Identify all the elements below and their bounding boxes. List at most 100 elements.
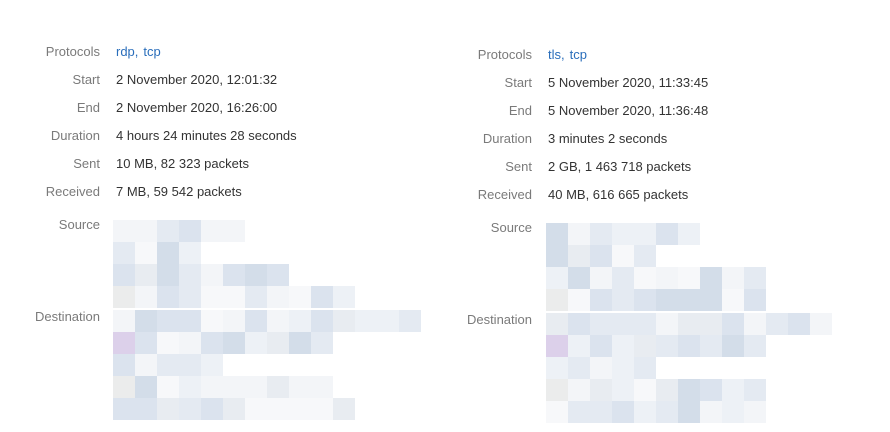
redacted-cell	[568, 245, 590, 267]
redacted-cell	[656, 313, 678, 335]
protocol-link[interactable]: rdp	[116, 44, 135, 59]
redacted-cell	[289, 332, 311, 354]
redacted-cell	[157, 242, 179, 264]
redacted-cell	[590, 245, 612, 267]
redacted-cell	[267, 398, 289, 420]
redacted-cell	[135, 220, 157, 242]
redacted-cell	[157, 264, 179, 286]
redacted-cell	[546, 379, 568, 401]
redacted-cell	[135, 376, 157, 398]
field-value: 2 November 2020, 16:26:00	[116, 100, 278, 115]
redacted-cell	[634, 289, 656, 311]
protocol-link[interactable]: tcp	[143, 44, 161, 59]
field-label: Start	[72, 72, 100, 87]
redacted-cell	[135, 354, 157, 376]
redacted-cell	[201, 398, 223, 420]
redacted-cell	[179, 354, 201, 376]
redacted-cell	[744, 335, 766, 357]
separator: ,	[134, 44, 139, 59]
redacted-cell	[223, 310, 245, 332]
redacted-cell	[722, 401, 744, 423]
redacted-cell	[289, 376, 311, 398]
protocol-link[interactable]: tls	[548, 47, 561, 62]
redacted-cell	[744, 379, 766, 401]
redacted-cell	[612, 401, 634, 423]
redacted-cell	[568, 223, 590, 245]
redacted-cell	[399, 310, 421, 332]
redacted-cell	[311, 332, 333, 354]
redacted-cell	[245, 332, 267, 354]
field-value: 3 minutes 2 seconds	[548, 131, 668, 146]
redacted-cell	[612, 313, 634, 335]
field-label: Sent	[73, 156, 100, 171]
redacted-cell	[634, 401, 656, 423]
redacted-cell	[634, 357, 656, 379]
redacted-cell	[722, 335, 744, 357]
redacted-cell	[157, 354, 179, 376]
redacted-cell	[311, 310, 333, 332]
redacted-cell	[223, 264, 245, 286]
redacted-cell	[788, 313, 810, 335]
redacted-cell	[546, 313, 568, 335]
redacted-cell	[656, 267, 678, 289]
redacted-cell	[744, 313, 766, 335]
redacted-cell	[179, 286, 201, 308]
field-label: End	[76, 100, 100, 115]
redacted-cell	[590, 357, 612, 379]
protocol-link[interactable]: tcp	[569, 47, 587, 62]
redacted-cell	[179, 310, 201, 332]
redacted-cell	[333, 398, 355, 420]
field-value: 2 GB, 1 463 718 packets	[548, 159, 692, 174]
field-label: Destination	[466, 312, 532, 327]
redacted-cell	[201, 354, 223, 376]
protocols: rdp, tcp	[116, 44, 161, 60]
redacted-cell	[678, 313, 700, 335]
redacted-cell	[157, 398, 179, 420]
redacted-cell	[678, 401, 700, 423]
redacted-cell	[245, 310, 267, 332]
redacted-cell	[157, 310, 179, 332]
field-value: 40 MB, 616 665 packets	[548, 187, 689, 202]
field-label: Source	[58, 217, 100, 232]
redacted-cell	[568, 335, 590, 357]
field-value: 5 November 2020, 11:33:45	[548, 75, 709, 90]
redacted-cell	[656, 223, 678, 245]
redacted-cell	[311, 376, 333, 398]
separator: ,	[561, 47, 565, 62]
redacted-cell	[612, 245, 634, 267]
redacted-cell	[157, 332, 179, 354]
redacted-cell	[157, 376, 179, 398]
redacted-cell	[568, 267, 590, 289]
redacted-cell	[678, 289, 700, 311]
redacted-cell	[546, 357, 568, 379]
redacted-cell	[201, 376, 223, 398]
field-value: 5 November 2020, 11:36:48	[548, 103, 709, 118]
protocols: tls, tcp	[548, 47, 587, 63]
redacted-cell	[612, 223, 634, 245]
redacted-cell	[135, 398, 157, 420]
field-label: Duration	[482, 131, 532, 146]
redacted-cell	[135, 332, 157, 354]
redacted-cell	[157, 220, 179, 242]
field-label: Duration	[50, 128, 100, 143]
redacted-cell	[267, 264, 289, 286]
redacted-cell	[744, 289, 766, 311]
redacted-cell	[568, 289, 590, 311]
redacted-cell	[245, 286, 267, 308]
redacted-cell	[700, 379, 722, 401]
redacted-cell	[223, 332, 245, 354]
redacted-cell	[678, 379, 700, 401]
redacted-cell	[223, 286, 245, 308]
redacted-cell	[612, 357, 634, 379]
redacted-cell	[201, 310, 223, 332]
redacted-cell	[546, 245, 568, 267]
redacted-cell	[634, 379, 656, 401]
redacted-cell	[289, 398, 311, 420]
redacted-cell	[201, 286, 223, 308]
redacted-cell	[590, 401, 612, 423]
redacted-cell	[113, 376, 135, 398]
field-value: 7 MB, 59 542 packets	[116, 184, 242, 199]
redacted-cell	[245, 398, 267, 420]
field-value: 2 November 2020, 12:01:32	[116, 72, 278, 87]
redacted-cell	[135, 310, 157, 332]
